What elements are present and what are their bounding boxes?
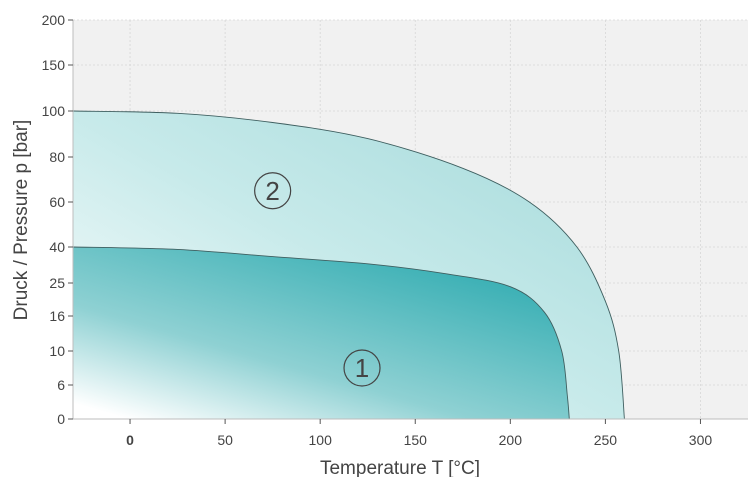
x-tick-label: 100 xyxy=(309,432,333,448)
chart-areas xyxy=(72,110,625,420)
x-tick-label: 0 xyxy=(126,432,134,448)
region-1-area xyxy=(73,247,570,419)
y-tick-label: 10 xyxy=(49,343,65,359)
x-axis-ticks: 0 50 100 150 200 250 300 xyxy=(126,419,712,448)
y-tick-label: 200 xyxy=(42,12,66,28)
y-tick-label: 100 xyxy=(42,103,66,119)
x-tick-label: 200 xyxy=(499,432,523,448)
x-tick-label: 250 xyxy=(594,432,618,448)
marker-2-label: 2 xyxy=(265,176,279,206)
y-tick-label: 0 xyxy=(57,411,65,427)
region-1-boundary xyxy=(72,246,570,420)
marker-1-label: 1 xyxy=(355,353,369,383)
x-tick-label: 50 xyxy=(217,432,233,448)
y-tick-label: 16 xyxy=(49,308,65,324)
y-tick-label: 6 xyxy=(57,377,65,393)
x-tick-label: 300 xyxy=(689,432,713,448)
region-2-boundary xyxy=(72,110,625,420)
y-tick-label: 80 xyxy=(49,149,65,165)
x-tick-label: 150 xyxy=(404,432,428,448)
marker-2-circle xyxy=(254,172,292,210)
y-tick-label: 150 xyxy=(42,57,66,73)
x-axis-title: Temperature T [°C] xyxy=(320,458,480,477)
y-axis-title: Druck / Pressure p [bar] xyxy=(11,120,32,321)
y-axis-ticks: 0 6 10 16 25 40 60 80 100 150 200 xyxy=(42,12,73,427)
y-tick-label: 40 xyxy=(49,239,65,255)
y-tick-label: 60 xyxy=(49,194,65,210)
region-markers: 21 xyxy=(254,172,381,387)
marker-1-circle xyxy=(343,349,381,387)
y-tick-label: 25 xyxy=(49,275,65,291)
